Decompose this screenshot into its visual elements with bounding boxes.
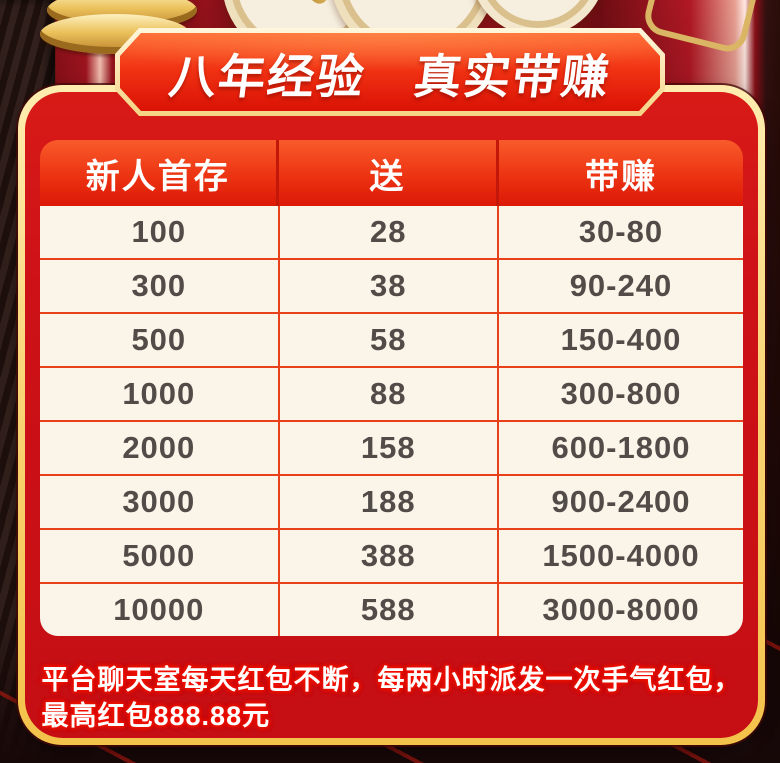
banner-title: 八年经验 真实带赚: [165, 49, 614, 103]
table-cell: 150-400: [496, 314, 743, 366]
table-row: 2000 158 600-1800: [40, 420, 743, 474]
table-cell: 58: [277, 314, 497, 366]
table-cell: 300: [131, 268, 187, 303]
table-cell: 28: [277, 206, 497, 258]
table-cell: 5000: [122, 538, 196, 573]
table-row: 10000 588 3000-8000: [40, 582, 743, 636]
coin-detail: [380, 0, 446, 2]
table-row: 500 58 150-400: [40, 312, 743, 366]
table-cell: 10000: [113, 592, 205, 627]
table-cell: 88: [277, 368, 497, 420]
promo-panel-body: 新人首存 送 带赚 100 28 30-80 300 38 90-240 500 58 150-…: [25, 92, 758, 738]
table-cell: 2000: [122, 430, 196, 465]
coin-detail: [269, 0, 331, 8]
deposit-bonus-table: 新人首存 送 带赚 100 28 30-80 300 38 90-240 500 58 150-…: [40, 140, 743, 636]
table-row: 100 28 30-80: [40, 206, 743, 258]
table-cell: 100: [131, 214, 187, 249]
table-row: 1000 88 300-800: [40, 366, 743, 420]
column-header-earnings: 带赚: [496, 140, 743, 206]
table-cell: 3000: [122, 484, 196, 519]
table-row: 5000 388 1500-4000: [40, 528, 743, 582]
promo-panel: 新人首存 送 带赚 100 28 30-80 300 38 90-240 500 58 150-…: [18, 85, 765, 745]
table-cell: 900-2400: [496, 476, 743, 528]
red-packet-note: 平台聊天室每天红包不断，每两小时派发一次手气红包，最高红包888.88元: [41, 665, 742, 732]
table-cell: 1000: [122, 376, 196, 411]
table-header: 新人首存 送 带赚: [40, 140, 743, 206]
table-cell: 90-240: [496, 260, 743, 312]
table-cell: 388: [277, 530, 497, 582]
experience-banner-face: 八年经验 真实带赚: [120, 33, 660, 111]
table-cell: 500: [131, 322, 187, 357]
table-cell: 188: [277, 476, 497, 528]
table-row: 300 38 90-240: [40, 258, 743, 312]
experience-banner: 八年经验 真实带赚: [115, 28, 665, 116]
table-cell: 158: [277, 422, 497, 474]
column-header-first-deposit: 新人首存: [85, 157, 230, 196]
table-cell: 30-80: [496, 206, 743, 258]
table-cell: 38: [277, 260, 497, 312]
table-cell: 1500-4000: [496, 530, 743, 582]
column-header-bonus: 送: [275, 140, 496, 206]
table-cell: 600-1800: [496, 422, 743, 474]
table-body: 100 28 30-80 300 38 90-240 500 58 150-400 1000 88 3…: [40, 206, 743, 636]
table-cell: 300-800: [496, 368, 743, 420]
table-row: 3000 188 900-2400: [40, 474, 743, 528]
table-cell: 588: [277, 584, 497, 636]
table-cell: 3000-8000: [496, 584, 743, 636]
